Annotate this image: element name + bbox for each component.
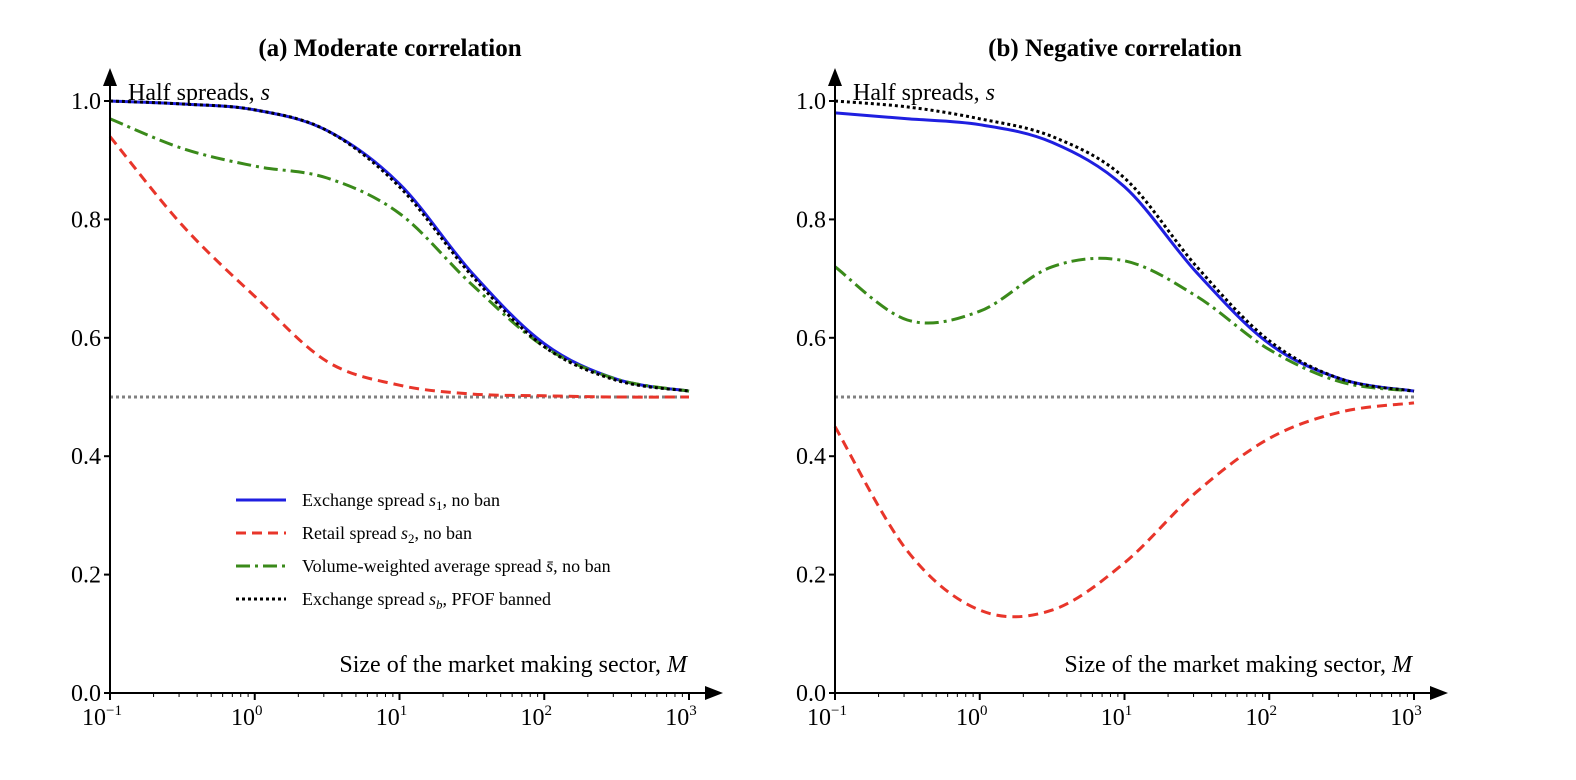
y-tick-label: 0.6 xyxy=(71,326,101,352)
y-axis-label: Half spreads, s xyxy=(853,80,995,106)
legend-label: Exchange spread sb, PFOF banned xyxy=(302,589,551,612)
panel-b: (b) Negative correlation 0.0 0.2 0.4 0.6 0.8 1… xyxy=(796,35,1448,731)
x-tick-label: 103 xyxy=(665,703,697,731)
x-tick-label: 100 xyxy=(956,703,988,731)
chart-title: (b) Negative correlation xyxy=(988,35,1242,62)
x-axis-label: Size of the market making sector, M xyxy=(339,652,689,678)
x-tick-label: 101 xyxy=(376,703,408,731)
x-axis-arrow-icon xyxy=(705,686,723,700)
y-tick-label: 0.8 xyxy=(71,207,101,233)
y-tick-label: 0.4 xyxy=(796,444,826,470)
y-axis-label: Half spreads, s xyxy=(128,80,270,106)
x-tick-label: 102 xyxy=(521,703,553,731)
y-tick-label: 1.0 xyxy=(71,89,101,115)
x-tick-label: 101 xyxy=(1101,703,1133,731)
x-tick-label: 102 xyxy=(1246,703,1278,731)
x-tick-label: 103 xyxy=(1390,703,1422,731)
y-tick-label: 0.6 xyxy=(796,326,826,352)
y-tick-label: 0.0 xyxy=(796,681,826,707)
panel-a: (a) Moderate correlation 0.0 0.2 0.4 0.6 0.8 1… xyxy=(71,35,723,731)
y-axis-arrow-icon xyxy=(828,68,842,86)
series-line-sb xyxy=(109,99,690,393)
legend-label: Volume-weighted average spread s̄, no ba… xyxy=(302,556,611,576)
y-tick-label: 0.2 xyxy=(796,563,826,589)
legend-label: Retail spread s2, no ban xyxy=(302,523,472,546)
x-tick-label: 10−1 xyxy=(82,703,122,731)
x-tick-label: 10−1 xyxy=(807,703,847,731)
legend: Exchange spread s1, no ban Retail spread … xyxy=(236,490,611,612)
series-line-s1 xyxy=(109,99,690,393)
y-tick-label: 0.2 xyxy=(71,563,101,589)
series-line-s2 xyxy=(833,401,1415,619)
x-tick-label: 100 xyxy=(231,703,263,731)
y-tick-label: 1.0 xyxy=(796,89,826,115)
series-line-s1 xyxy=(834,111,1415,393)
series-line-s2 xyxy=(108,135,690,399)
y-tick-label: 0.8 xyxy=(796,207,826,233)
series-line-sbar xyxy=(109,117,690,393)
y-tick-label: 0.0 xyxy=(71,681,101,707)
y-tick-label: 0.4 xyxy=(71,444,101,470)
series-line-sb xyxy=(834,99,1415,393)
y-axis-arrow-icon xyxy=(103,68,117,86)
x-axis-label: Size of the market making sector, M xyxy=(1064,652,1414,678)
chart-title: (a) Moderate correlation xyxy=(258,35,521,62)
legend-label: Exchange spread s1, no ban xyxy=(302,490,500,513)
series-line-sbar xyxy=(834,256,1415,393)
x-axis-arrow-icon xyxy=(1430,686,1448,700)
